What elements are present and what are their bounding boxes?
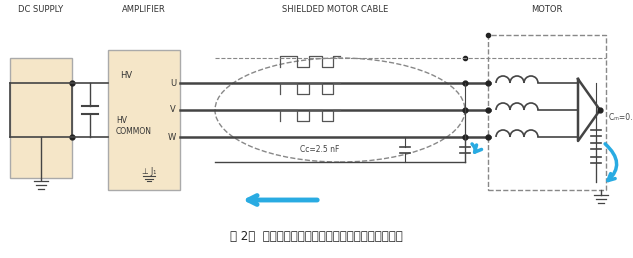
Text: W: W xyxy=(168,133,176,141)
Text: AMPLIFIER: AMPLIFIER xyxy=(122,5,166,14)
Text: ⊥ J₁: ⊥ J₁ xyxy=(142,167,156,176)
Text: V: V xyxy=(170,106,176,115)
Text: HV: HV xyxy=(120,71,132,80)
Text: HV
COMMON: HV COMMON xyxy=(116,116,152,136)
Text: SHIELDED MOTOR CABLE: SHIELDED MOTOR CABLE xyxy=(282,5,388,14)
Text: Cₘ=0.5 nF: Cₘ=0.5 nF xyxy=(609,114,633,123)
Bar xyxy=(108,50,180,190)
Text: U: U xyxy=(170,78,176,87)
Text: Cᴄ=2.5 nF: Cᴄ=2.5 nF xyxy=(300,145,340,154)
Bar xyxy=(10,58,72,178)
Text: 图 2，  将驱动电缆屏蔽可使噪声电流安全分流入地。: 图 2， 将驱动电缆屏蔽可使噪声电流安全分流入地。 xyxy=(230,230,403,243)
Text: MOTOR: MOTOR xyxy=(531,5,563,14)
Bar xyxy=(488,35,606,190)
Text: DC SUPPLY: DC SUPPLY xyxy=(18,5,63,14)
